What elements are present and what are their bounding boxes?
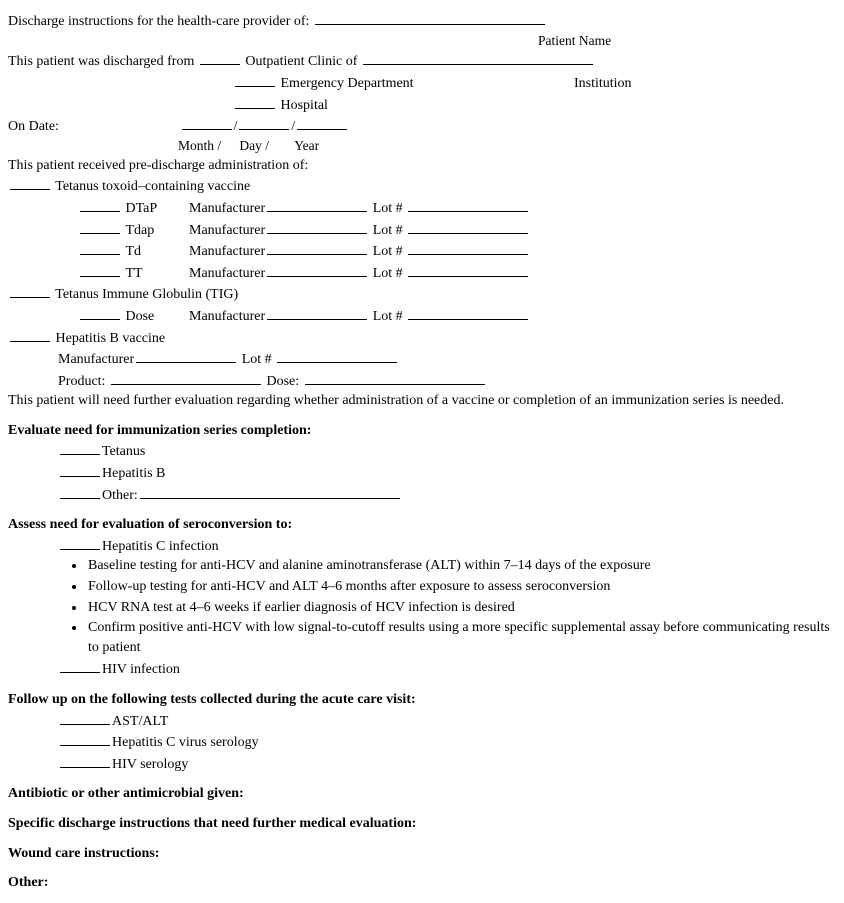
bullet-4: Confirm positive anti-HCV with low signa… — [86, 618, 834, 657]
tt-check[interactable] — [80, 262, 120, 277]
hepb-product-row: Product: Dose: — [8, 370, 834, 392]
tdap-lot[interactable] — [408, 219, 528, 234]
seroconv-hiv-blank[interactable] — [60, 658, 100, 673]
tdap-mfr[interactable] — [267, 219, 367, 234]
institution-blank[interactable] — [363, 50, 593, 65]
outpatient-check[interactable] — [200, 50, 240, 65]
antibiotic-heading: Antibiotic or other antimicrobial given: — [8, 784, 834, 804]
tig-row: Tetanus Immune Globulin (TIG) — [8, 283, 834, 305]
date-sublabels: Month / Day / Year — [8, 137, 834, 156]
patient-name-sublabel: Patient Name — [8, 32, 834, 51]
eval-hepb: Hepatitis B — [8, 462, 834, 484]
tdap-row: Tdap Manufacturer Lot # — [8, 219, 834, 241]
bullet-3: HCV RNA test at 4–6 weeks if earlier dia… — [86, 598, 834, 618]
tetanus-row: Tetanus toxoid–containing vaccine — [8, 175, 834, 197]
eval-tetanus-blank[interactable] — [60, 440, 100, 455]
pre-discharge-intro: This patient received pre-discharge admi… — [8, 156, 834, 176]
hepb-dose[interactable] — [305, 370, 485, 385]
patient-name-blank[interactable] — [315, 10, 545, 25]
hepb-mfr[interactable] — [136, 348, 236, 363]
specific-heading: Specific discharge instructions that nee… — [8, 814, 834, 834]
emergency-check[interactable] — [235, 72, 275, 87]
hepb-row: Hepatitis B vaccine — [8, 327, 834, 349]
eval-hepb-blank[interactable] — [60, 462, 100, 477]
further-eval: This patient will need further evaluatio… — [8, 391, 834, 411]
hospital-check[interactable] — [235, 94, 275, 109]
followup-hiv: HIV serology — [8, 753, 834, 775]
td-check[interactable] — [80, 240, 120, 255]
followup-heading: Follow up on the following tests collect… — [8, 690, 834, 710]
followup-hiv-blank[interactable] — [60, 753, 110, 768]
other-heading: Other: — [8, 873, 834, 893]
tig-dose-row: Dose Manufacturer Lot # — [8, 305, 834, 327]
tt-lot[interactable] — [408, 262, 528, 277]
followup-hepc: Hepatitis C virus serology — [8, 731, 834, 753]
eval-other-blank[interactable] — [60, 484, 100, 499]
hospital-line: Hospital — [8, 94, 834, 116]
day-blank[interactable] — [239, 115, 289, 130]
emergency-line: Emergency Department Institution — [8, 72, 834, 94]
tt-row: TT Manufacturer Lot # — [8, 262, 834, 284]
tetanus-check[interactable] — [10, 175, 50, 190]
hepb-check[interactable] — [10, 327, 50, 342]
tt-mfr[interactable] — [267, 262, 367, 277]
discharged-from-line: This patient was discharged from Outpati… — [8, 50, 834, 72]
eval-tetanus: Tetanus — [8, 440, 834, 462]
bullet-2: Follow-up testing for anti-HCV and ALT 4… — [86, 577, 834, 597]
dtap-mfr[interactable] — [267, 197, 367, 212]
seroconv-bullets: Baseline testing for anti-HCV and alanin… — [8, 556, 834, 657]
eval-other-text[interactable] — [140, 484, 400, 499]
hepb-lot[interactable] — [277, 348, 397, 363]
td-lot[interactable] — [408, 240, 528, 255]
label: Discharge instructions for the health-ca… — [8, 14, 309, 29]
seroconv-hepc-blank[interactable] — [60, 535, 100, 550]
hepb-mfr-row: Manufacturer Lot # — [8, 348, 834, 370]
dtap-lot[interactable] — [408, 197, 528, 212]
evaluate-heading: Evaluate need for immunization series co… — [8, 421, 834, 441]
month-blank[interactable] — [182, 115, 232, 130]
followup-ast: AST/ALT — [8, 710, 834, 732]
tig-dose-check[interactable] — [80, 305, 120, 320]
tig-check[interactable] — [10, 283, 50, 298]
header-line-1: Discharge instructions for the health-ca… — [8, 10, 834, 32]
seroconv-hepc: Hepatitis C infection — [8, 535, 834, 557]
date-line: On Date: // — [8, 115, 834, 137]
seroconv-heading: Assess need for evaluation of seroconver… — [8, 515, 834, 535]
followup-hepc-blank[interactable] — [60, 731, 110, 746]
td-mfr[interactable] — [267, 240, 367, 255]
td-row: Td Manufacturer Lot # — [8, 240, 834, 262]
tig-mfr[interactable] — [267, 305, 367, 320]
year-blank[interactable] — [297, 115, 347, 130]
followup-ast-blank[interactable] — [60, 710, 110, 725]
hepb-product[interactable] — [111, 370, 261, 385]
eval-other: Other: — [8, 484, 834, 506]
dtap-row: DTaP Manufacturer Lot # — [8, 197, 834, 219]
seroconv-hiv: HIV infection — [8, 658, 834, 680]
bullet-1: Baseline testing for anti-HCV and alanin… — [86, 556, 834, 576]
wound-heading: Wound care instructions: — [8, 844, 834, 864]
tdap-check[interactable] — [80, 219, 120, 234]
dtap-check[interactable] — [80, 197, 120, 212]
tig-lot[interactable] — [408, 305, 528, 320]
